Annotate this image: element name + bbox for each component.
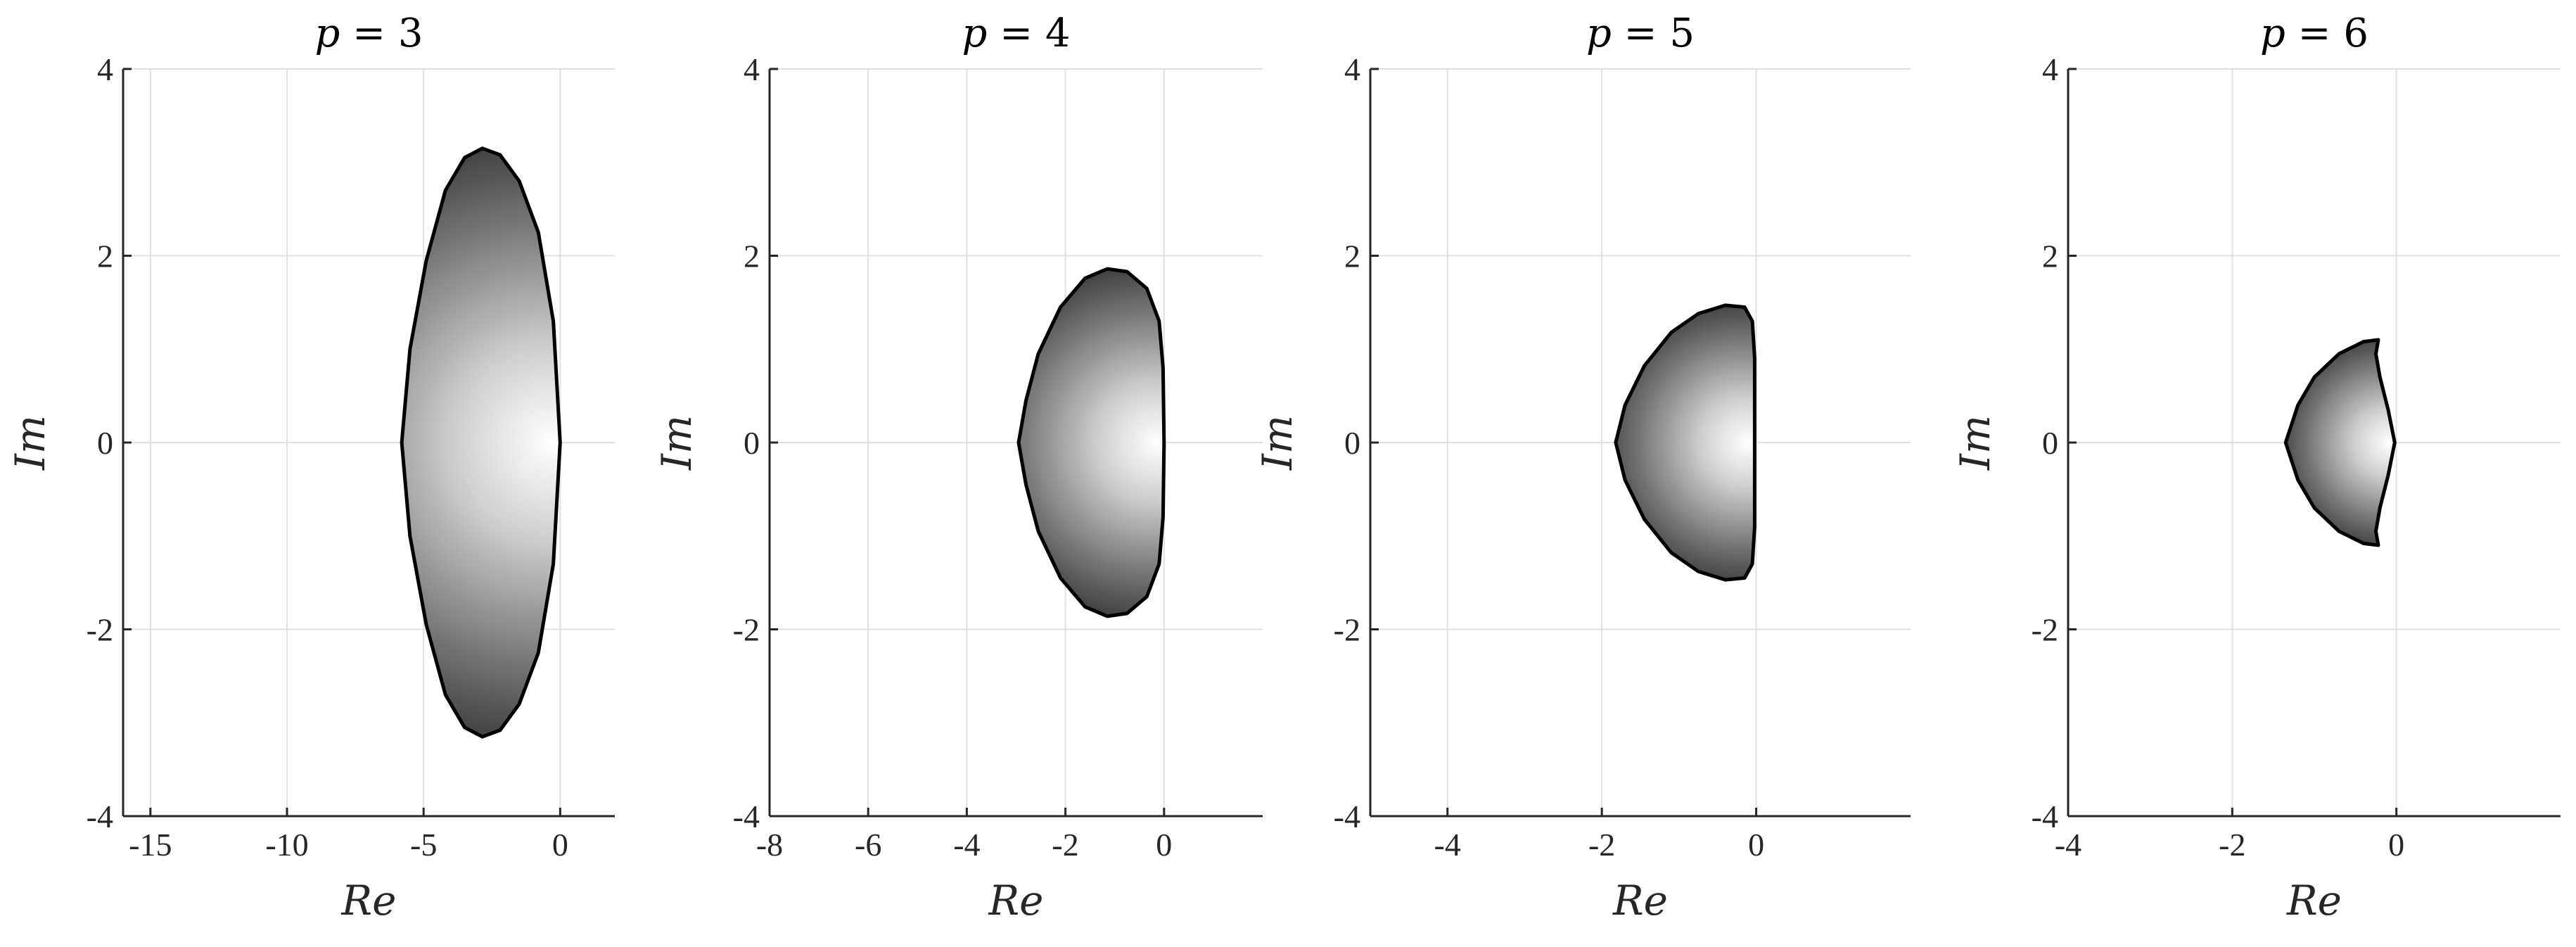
x-tick-label: 0 <box>1156 827 1172 863</box>
y-tick-label: 4 <box>744 51 760 87</box>
x-tick-label: 0 <box>552 827 568 863</box>
x-tick-label: -5 <box>410 827 437 863</box>
y-tick-label: 2 <box>744 239 760 274</box>
x-tick-label: -6 <box>855 827 881 863</box>
y-tick-label: 2 <box>1344 239 1360 274</box>
x-tick-label: 0 <box>1748 827 1764 863</box>
y-axis-label: Im <box>1254 415 1301 471</box>
stability-region <box>1016 267 1166 618</box>
x-axis-label: Re <box>2286 877 2342 924</box>
y-tick-label: -2 <box>1334 612 1360 648</box>
panel-title: p = 5 <box>1586 11 1695 56</box>
panel-title: p = 4 <box>962 11 1070 56</box>
panel-2: -8 -6 -4 -2 0 -4 -2 0 2 4 Re Im p = 4 <box>653 11 1263 924</box>
x-tick-label: -2 <box>1052 827 1078 863</box>
y-tick-label: 2 <box>2042 239 2058 274</box>
y-tick-label: -2 <box>87 612 113 648</box>
y-tick-label: -2 <box>733 612 760 648</box>
y-axis-label: Im <box>6 415 54 471</box>
y-tick-label: 4 <box>1344 51 1360 87</box>
panel-title: p = 6 <box>2260 11 2368 56</box>
x-tick-label: -15 <box>129 827 172 863</box>
y-tick-label: -4 <box>733 799 760 834</box>
y-tick-label: -4 <box>2032 799 2058 834</box>
y-tick-label: -2 <box>2032 612 2058 648</box>
x-tick-label: -8 <box>756 827 783 863</box>
y-axis-label: Im <box>653 415 701 471</box>
x-tick-label: -10 <box>265 827 308 863</box>
y-tick-label: 4 <box>2042 51 2058 87</box>
x-tick-label: -2 <box>1588 827 1615 863</box>
y-tick-label: -4 <box>1334 799 1360 834</box>
y-tick-label: 2 <box>97 239 113 274</box>
y-tick-label: 0 <box>97 425 113 461</box>
y-tick-label: 0 <box>1344 425 1360 461</box>
x-tick-label: -4 <box>1434 827 1461 863</box>
stability-region <box>400 146 562 739</box>
y-tick-label: 0 <box>2042 425 2058 461</box>
panel-3: -4 -2 0 -4 -2 0 2 4 Re Im p = 5 <box>1254 11 1911 924</box>
panel-1: -15 -10 -5 0 -4 -2 0 2 4 Re Im p = 3 <box>6 11 615 924</box>
panel-title: p = 3 <box>314 11 423 56</box>
y-tick-label: -4 <box>87 799 113 834</box>
x-axis-label: Re <box>1612 877 1668 924</box>
x-tick-label: 0 <box>2388 827 2404 863</box>
x-tick-label: -4 <box>953 827 980 863</box>
stability-region <box>1614 303 1756 582</box>
x-axis-label: Re <box>988 877 1044 924</box>
x-tick-label: -4 <box>2055 827 2081 863</box>
x-axis-label: Re <box>341 877 397 924</box>
y-tick-label: 0 <box>744 425 760 461</box>
panel-4: -4 -2 0 -4 -2 0 2 4 Re Im p = 6 <box>1951 11 2561 924</box>
y-tick-label: 4 <box>97 51 113 87</box>
stability-region <box>2283 338 2397 547</box>
x-tick-label: -2 <box>2219 827 2245 863</box>
y-axis-label: Im <box>1951 415 1999 471</box>
